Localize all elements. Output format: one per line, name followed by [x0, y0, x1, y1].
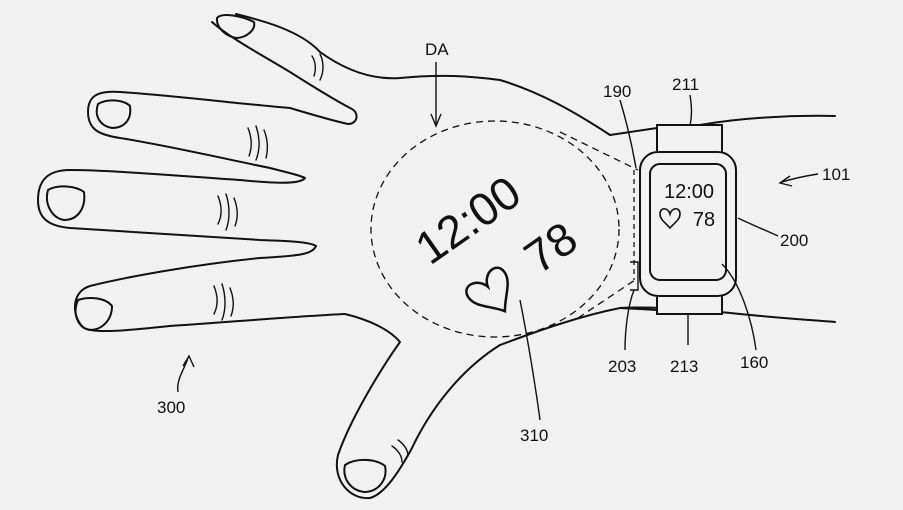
- watch-heart-icon: [659, 207, 681, 230]
- label-projected-image: 310: [520, 426, 548, 445]
- projection-line-bottom: [577, 277, 639, 319]
- label-strap-top: 211: [672, 75, 699, 94]
- label-display-area: DA: [425, 40, 449, 59]
- watch-body: [639, 151, 737, 297]
- hand-illustration: [37, 13, 836, 500]
- label-display: 160: [740, 353, 768, 372]
- projected-heart-rate: 78: [515, 211, 587, 283]
- label-device: 101: [822, 165, 850, 184]
- projected-time: 12:00: [406, 166, 530, 275]
- watch-heart-rate: 78: [693, 209, 715, 231]
- label-projector: 203: [608, 357, 636, 376]
- leader-lines: [176, 62, 819, 421]
- projected-heart-icon: [465, 266, 509, 314]
- label-sensor: 190: [603, 82, 631, 101]
- projection-boundary: [370, 120, 620, 338]
- watch-display: [649, 163, 727, 281]
- watch-time: 12:00: [664, 181, 714, 203]
- label-watch-body: 200: [780, 231, 808, 250]
- projected-display-area: 12:00 78: [370, 120, 639, 338]
- label-hand: 300: [157, 398, 185, 417]
- projection-line-top: [559, 131, 639, 171]
- smart-watch: [609, 124, 737, 315]
- label-strap-bottom: 213: [670, 357, 698, 376]
